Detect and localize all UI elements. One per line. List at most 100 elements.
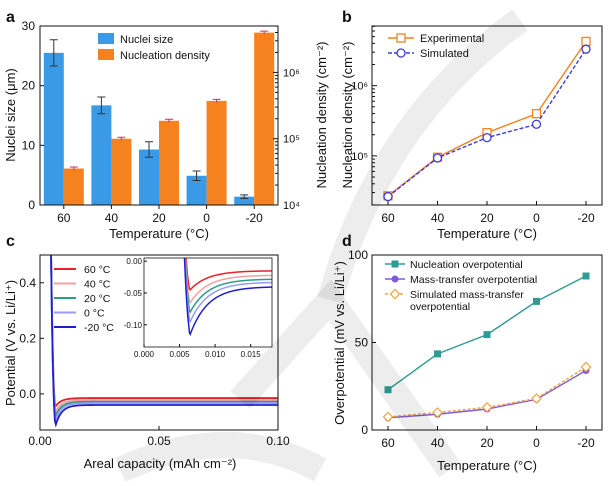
inset-frame bbox=[143, 257, 273, 348]
legend-marker-d-0 bbox=[391, 260, 399, 268]
ytick-label-b-5: 10⁵ bbox=[351, 151, 368, 163]
bar-nucleation-density--20 bbox=[254, 32, 275, 205]
ytick-label-b-6: 10⁶ bbox=[351, 81, 368, 93]
panel-b-marks bbox=[383, 36, 591, 202]
inset-curve-60 °C bbox=[185, 258, 272, 291]
curve-0 °C bbox=[50, 255, 278, 422]
xtick-label-c-1: 0.05 bbox=[147, 434, 171, 448]
point-d-0-20 bbox=[483, 331, 491, 339]
panel-a: 60 40 20 0 -20 0 10 20 30 10⁴ 10⁵ 10⁶ Nuclei size N… bbox=[3, 19, 329, 241]
legend-marker-d-1 bbox=[391, 275, 399, 283]
panel-c-axes: 0.00 0.05 0.10 0.0 0.2 0.4 bbox=[19, 276, 290, 448]
xtick-label-b-20: 20 bbox=[480, 211, 494, 225]
inset-curve--20 °C bbox=[183, 258, 272, 337]
ytick-label-a-right-5: 10⁵ bbox=[283, 134, 300, 146]
panel-a-ylabel-left: Nuclei size (μm) bbox=[3, 68, 18, 161]
panel-c-ylabel: Potential (V vs. Li/Li⁺) bbox=[3, 280, 18, 406]
point-d-2-0 bbox=[531, 393, 542, 404]
legend-label-d-2-line2: overpotential bbox=[410, 301, 470, 313]
point-simulated-20 bbox=[482, 132, 492, 143]
legend-label-nuclei-size: Nuclei size bbox=[120, 34, 173, 46]
panel-b-axes: 60 40 20 0 -20 10⁵ 10⁶ bbox=[351, 25, 595, 225]
point-simulated--20 bbox=[581, 44, 591, 54]
xtick-label-a--20: -20 bbox=[246, 211, 264, 225]
inset-xtick-label-3: 0.015 bbox=[241, 350, 262, 359]
errorbar-nucleation-density-40 bbox=[117, 136, 126, 141]
xtick-label-b-60: 60 bbox=[381, 211, 395, 225]
bar-nucleation-density-60 bbox=[63, 168, 84, 205]
panel-d-xlabel: Temperature (°C) bbox=[437, 458, 537, 473]
xtick-label-a-40: 40 bbox=[105, 211, 119, 225]
panel-d: 60 40 20 0 -20 0 50 100 Nucleation overpotentia… bbox=[332, 248, 603, 473]
point-d-0-40 bbox=[434, 350, 441, 358]
inset-xtick-label-1: 0.005 bbox=[170, 350, 191, 359]
legend-label-d-2: Simulated mass-transfer bbox=[410, 289, 524, 301]
panel-c-frame bbox=[39, 254, 279, 431]
panel-d-legend: Nucleation overpotential Mass-transfer ov… bbox=[385, 259, 537, 313]
panel-d-marks bbox=[382, 272, 592, 423]
inset-ytick-label-2: -0.10 bbox=[124, 321, 143, 330]
xtick-label-c-0: 0.00 bbox=[28, 434, 52, 448]
ytick-label-c-2: 0.4 bbox=[19, 276, 36, 290]
point-simulated-0 bbox=[531, 119, 542, 129]
panel-b-xlabel: Temperature (°C) bbox=[437, 226, 537, 241]
legend-label-experimental: Experimental bbox=[420, 33, 484, 45]
curve-40 °C bbox=[50, 255, 278, 414]
inset-ytick-label-0: 0.00 bbox=[126, 257, 142, 266]
inset-xtick-label-0: 0.000 bbox=[134, 350, 155, 359]
point-experimental-0 bbox=[531, 109, 542, 119]
xtick-label-b-40: 40 bbox=[431, 211, 445, 225]
panel-a-axes: 60 40 20 0 -20 0 10 20 30 10⁴ 10⁵ 10⁶ bbox=[22, 19, 301, 225]
errorbar-nuclei-size-60 bbox=[49, 39, 58, 67]
errorbar-nuclei-size-40 bbox=[97, 96, 106, 115]
point-simulated-40 bbox=[432, 153, 443, 163]
point-simulated-60 bbox=[383, 191, 393, 202]
xtick-label-d-20: 20 bbox=[480, 436, 494, 450]
xtick-label-b-0: 0 bbox=[533, 211, 540, 225]
xtick-label-d-60: 60 bbox=[381, 436, 395, 450]
inset-curve-40 °C bbox=[184, 258, 272, 304]
panel-b-legend: Experimental Simulated bbox=[388, 33, 484, 60]
legend-label-40 °C: 40 °C bbox=[84, 279, 111, 291]
panel-a-xlabel: Temperature (°C) bbox=[109, 226, 209, 241]
inset-ytick-label-1: -0.05 bbox=[124, 289, 143, 298]
legend-marker-experimental bbox=[396, 33, 406, 43]
legend-label--20 °C: -20 °C bbox=[84, 322, 114, 334]
inset-curve-20 °C bbox=[184, 258, 272, 314]
bar-nuclei-size-20 bbox=[139, 149, 159, 205]
point-d-2-60 bbox=[382, 411, 394, 423]
panel-c-marks bbox=[50, 255, 278, 428]
legend-label-20 °C: 20 °C bbox=[84, 293, 111, 305]
panel-a-marks bbox=[43, 30, 275, 205]
ytick-label-a-left-20: 20 bbox=[22, 79, 36, 93]
inset-marks bbox=[183, 258, 272, 337]
xtick-label-c-2: 0.10 bbox=[266, 434, 290, 448]
errorbar-nucleation-density--20 bbox=[260, 30, 269, 35]
xtick-label-b--20: -20 bbox=[577, 211, 595, 225]
ytick-label-c-0: 0.0 bbox=[19, 387, 36, 401]
point-d-0--20 bbox=[582, 272, 590, 280]
xtick-label-a-60: 60 bbox=[57, 211, 71, 225]
errorbar-nucleation-density-0 bbox=[212, 98, 221, 103]
legend-label-60 °C: 60 °C bbox=[84, 264, 111, 276]
point-experimental--20 bbox=[581, 36, 591, 47]
inset-axes: 0.000 0.005 0.010 0.015 0.00 -0.05 -0.10 bbox=[124, 257, 261, 359]
point-d-2-20 bbox=[481, 401, 493, 413]
legend-swatch-nuclei-size bbox=[98, 33, 114, 44]
curve--20 °C bbox=[50, 255, 278, 428]
panel-d-axes: 60 40 20 0 -20 0 50 100 bbox=[348, 248, 595, 450]
xtick-label-d--20: -20 bbox=[577, 436, 595, 450]
point-d-0-60 bbox=[384, 386, 392, 394]
errorbar-nuclei-size-0 bbox=[192, 170, 201, 182]
legend-label-simulated: Simulated bbox=[420, 48, 469, 60]
panel-label-d: d bbox=[342, 233, 352, 250]
legend-label-d-1: Mass-transfer overpotential bbox=[410, 274, 537, 286]
errorbar-nucleation-density-60 bbox=[69, 166, 78, 171]
inset-xtick-label-2: 0.010 bbox=[205, 350, 226, 359]
bar-nucleation-density-20 bbox=[159, 120, 179, 205]
point-d-2--20 bbox=[580, 361, 592, 373]
errorbar-nucleation-density-20 bbox=[165, 118, 173, 123]
curve-20 °C bbox=[50, 255, 278, 418]
legend-label-d-0: Nucleation overpotential bbox=[410, 259, 523, 271]
